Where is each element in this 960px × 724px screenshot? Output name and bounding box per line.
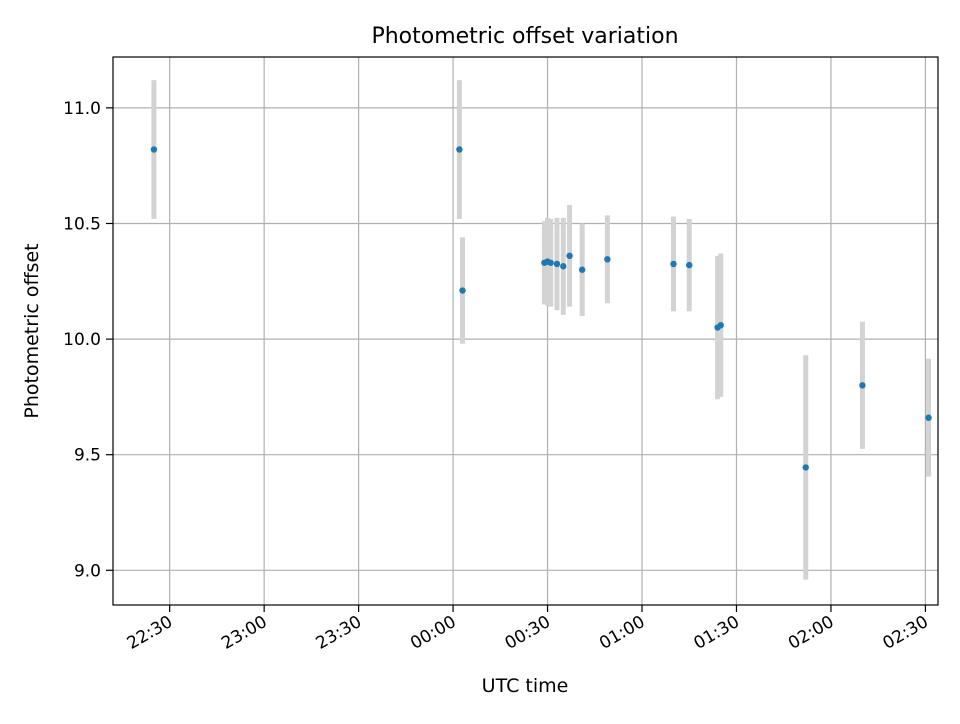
x-axis-label: UTC time xyxy=(482,675,569,697)
x-tick-label: 22:30 xyxy=(124,612,176,654)
y-tick-label: 10.5 xyxy=(63,214,101,234)
data-point xyxy=(717,322,724,329)
x-tick-label: 02:00 xyxy=(785,612,837,654)
data-points xyxy=(150,146,932,471)
x-tick-label: 01:30 xyxy=(691,612,743,654)
y-tick-label: 10.0 xyxy=(63,330,101,350)
y-axis-ticks: 9.0 9.5 10.0 10.5 11.0 xyxy=(63,99,113,581)
data-point xyxy=(686,261,693,269)
data-point xyxy=(456,146,463,153)
plot-area xyxy=(113,57,938,605)
grid-lines xyxy=(113,57,938,605)
x-tick-label: 01:00 xyxy=(596,612,648,654)
chart-title: Photometric offset variation xyxy=(371,24,678,49)
plot-border xyxy=(112,56,939,606)
x-tick-label: 00:00 xyxy=(407,612,459,654)
y-tick-label: 9.0 xyxy=(74,561,101,581)
y-tick-label: 9.5 xyxy=(74,446,101,466)
x-tick-label: 00:30 xyxy=(502,612,554,654)
data-point xyxy=(560,263,567,270)
data-point xyxy=(859,382,866,389)
data-point xyxy=(670,260,677,268)
data-point xyxy=(925,414,932,421)
y-tick-label: 11.0 xyxy=(63,99,101,119)
data-point xyxy=(150,146,158,153)
data-point xyxy=(553,260,561,268)
data-point xyxy=(566,252,573,260)
x-tick-label: 23:00 xyxy=(218,612,270,654)
data-point xyxy=(604,256,611,263)
data-point xyxy=(802,464,809,471)
data-point xyxy=(547,259,554,266)
x-tick-label: 02:30 xyxy=(879,612,931,654)
x-tick-label: 23:30 xyxy=(313,612,365,654)
data-point xyxy=(578,266,586,273)
x-axis-ticks: 22:30 23:00 23:30 00:00 00:30 01:00 01:30 02:00… xyxy=(124,605,932,654)
data-point xyxy=(459,287,466,294)
y-axis-label: Photometric offset xyxy=(21,243,43,418)
